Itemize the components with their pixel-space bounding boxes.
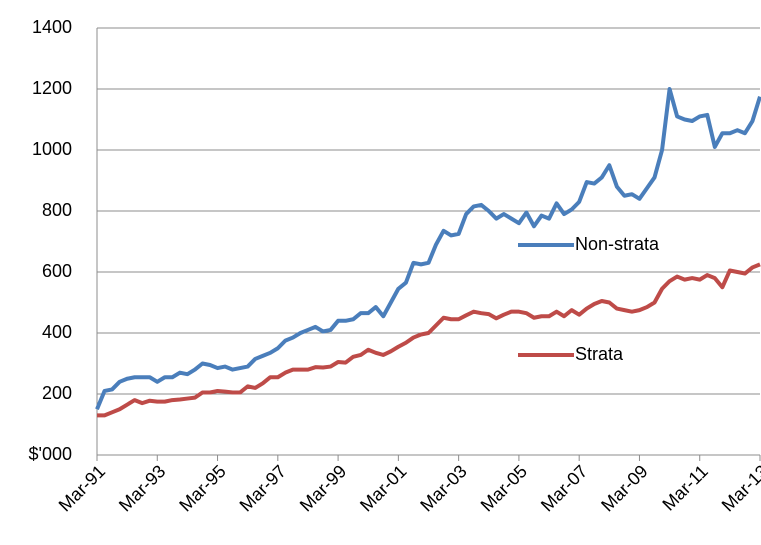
- series-line: [95, 87, 761, 411]
- y-tick-label: 1200: [32, 78, 72, 98]
- y-tick-label: 1400: [32, 17, 72, 37]
- x-tick-label: Mar-95: [175, 461, 229, 515]
- x-tick-label: Mar-11: [658, 461, 712, 515]
- x-tick-label: Mar-97: [236, 461, 290, 515]
- x-tick-label: Mar-93: [115, 461, 169, 515]
- x-tick-label: Mar-99: [296, 461, 350, 515]
- x-tick-label: Mar-07: [537, 461, 591, 515]
- x-tick-label: Mar-09: [597, 461, 651, 515]
- y-tick-label: 800: [42, 200, 72, 220]
- y-tick-label: 200: [42, 383, 72, 403]
- x-tick-label: Mar-01: [356, 461, 410, 515]
- x-tick-label: Mar-13: [718, 461, 761, 515]
- y-tick-label: 400: [42, 322, 72, 342]
- x-tick-label: Mar-91: [55, 461, 109, 515]
- legend-label: Non-strata: [575, 234, 660, 254]
- series-line: [97, 262, 761, 418]
- x-tick-label: Mar-03: [416, 461, 470, 515]
- y-tick-label: 1000: [32, 139, 72, 159]
- y-tick-label: 600: [42, 261, 72, 281]
- y-tick-label: $'000: [29, 444, 72, 464]
- legend-label: Strata: [575, 344, 624, 364]
- x-tick-label: Mar-05: [477, 461, 531, 515]
